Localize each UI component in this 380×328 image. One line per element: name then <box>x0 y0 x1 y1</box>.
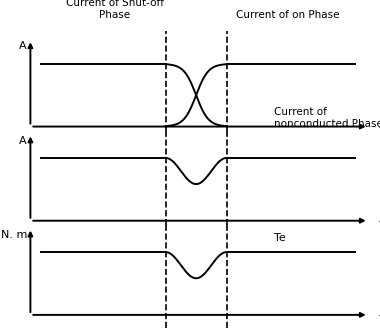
Text: N. m: N. m <box>1 230 27 240</box>
Text: Te: Te <box>274 233 286 243</box>
Text: Current of
nonconducted Phase: Current of nonconducted Phase <box>274 107 380 129</box>
Text: A: A <box>19 135 27 146</box>
Text: Current of Shut-off
Phase: Current of Shut-off Phase <box>66 0 164 20</box>
Text: t: t <box>379 219 380 229</box>
Text: t: t <box>379 125 380 135</box>
Text: t: t <box>379 313 380 323</box>
Text: A: A <box>19 41 27 51</box>
Text: Current of on Phase: Current of on Phase <box>236 10 339 20</box>
